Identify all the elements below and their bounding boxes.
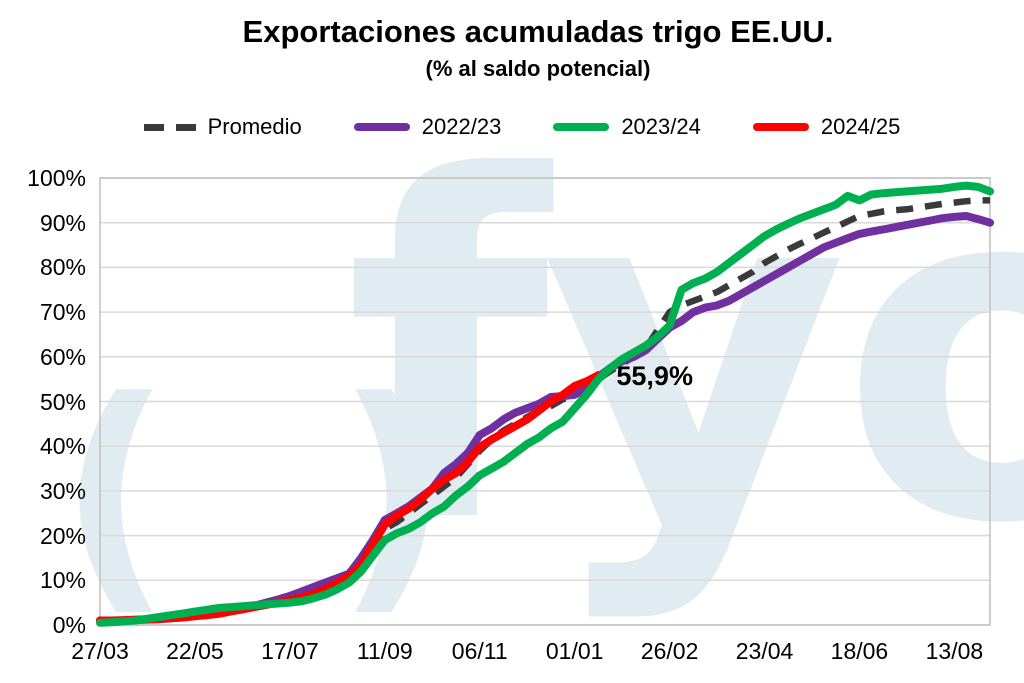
x-axis-tick-label: 01/01 — [545, 638, 604, 664]
legend-label: 2022/23 — [421, 114, 502, 139]
x-axis-tick-label: 17/07 — [261, 638, 319, 664]
y-axis-tick-label: 70% — [39, 299, 86, 326]
legend-label: 2024/25 — [820, 114, 901, 139]
x-axis-tick-label: 18/06 — [830, 638, 889, 664]
line-swatch — [752, 123, 809, 131]
y-axis-tick-label: 30% — [39, 477, 86, 504]
y-axis-tick-label: 10% — [39, 567, 86, 594]
series-line-2022-23 — [96, 212, 994, 625]
y-axis-tick-label: 50% — [39, 388, 86, 415]
line-swatch — [553, 123, 610, 131]
legend-item-2023-24: 2023/24 — [553, 114, 701, 140]
x-axis-tick-label: 27/03 — [71, 638, 129, 664]
legend-item-2024-25: 2024/25 — [752, 114, 901, 140]
series-line-2023-24 — [96, 181, 994, 627]
legend: Promedio 2022/23 2023/24 2024/25 — [10, 110, 1024, 144]
legend-label: Promedio — [207, 114, 302, 139]
dashed-line-swatch — [143, 123, 196, 131]
last-value-annotation: 55,9% — [616, 361, 693, 392]
x-axis-tick-label: 11/09 — [356, 638, 413, 664]
y-axis-tick-label: 90% — [39, 209, 86, 236]
y-axis-tick-label: 0% — [52, 612, 86, 638]
y-axis-tick-label: 60% — [39, 343, 86, 370]
legend-item-promedio: Promedio — [143, 114, 302, 140]
y-axis-tick-label: 40% — [39, 433, 86, 460]
fyo-logo-text: fyo — [345, 79, 1024, 626]
legend-item-2022-23: 2022/23 — [353, 114, 502, 140]
x-axis-tick-label: 23/04 — [735, 638, 794, 664]
y-axis-tick-label: 80% — [39, 254, 86, 281]
x-axis-tick-label: 13/08 — [925, 638, 984, 664]
x-axis-tick-label: 06/11 — [451, 638, 508, 664]
chart-title: Exportaciones acumuladas trigo EE.UU. — [242, 14, 834, 49]
y-axis-tick-label: 20% — [39, 522, 86, 549]
fyo-logo-mark: ( ) — [58, 347, 488, 638]
x-axis-tick-label: 26/02 — [640, 638, 699, 664]
legend-label: 2023/24 — [621, 114, 701, 139]
line-swatch — [353, 123, 410, 131]
chart-subtitle: (% al saldo potencial) — [425, 56, 651, 81]
x-axis-tick-label: 22/05 — [166, 638, 224, 664]
y-axis-tick-label: 100% — [27, 165, 86, 191]
